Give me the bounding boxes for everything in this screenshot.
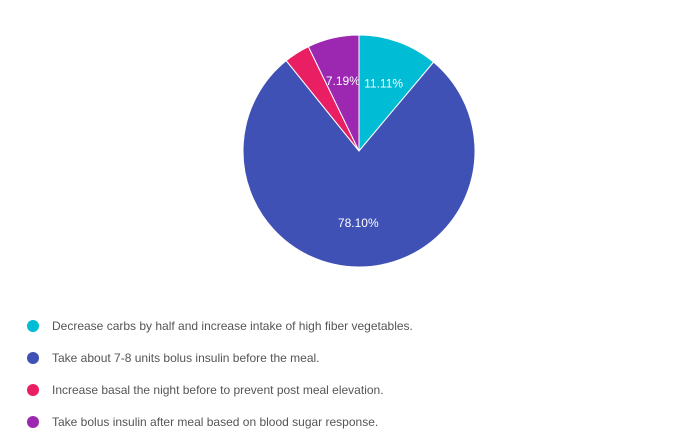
pie-svg: 11.11% 78.10% 7.19% [242, 34, 476, 268]
chart-legend: Decrease carbs by half and increase inta… [27, 310, 677, 438]
legend-item-4[interactable]: Take bolus insulin after meal based on b… [27, 406, 677, 438]
pie-slice-label-4: 7.19% [326, 74, 360, 88]
pie-slice-labels: 11.11% 78.10% 7.19% [326, 74, 404, 230]
legend-label: Increase basal the night before to preve… [52, 383, 384, 397]
pie-slice-2[interactable] [242, 59, 476, 268]
legend-marker-icon [27, 416, 39, 428]
pie-slice-label-1: 11.11% [364, 76, 403, 90]
pie-slice-1[interactable] [358, 34, 435, 153]
pie-slices [242, 34, 476, 268]
legend-item-2[interactable]: Take about 7-8 units bolus insulin befor… [27, 342, 677, 374]
legend-label: Take about 7-8 units bolus insulin befor… [52, 351, 320, 365]
legend-marker-icon [27, 320, 39, 332]
legend-marker-icon [27, 352, 39, 364]
legend-label: Decrease carbs by half and increase inta… [52, 319, 413, 333]
legend-item-3[interactable]: Increase basal the night before to preve… [27, 374, 677, 406]
pie-slice-label-2: 78.10% [338, 216, 379, 230]
legend-marker-icon [27, 384, 39, 396]
legend-item-1[interactable]: Decrease carbs by half and increase inta… [27, 310, 677, 342]
pie-slice-4[interactable] [307, 34, 360, 152]
legend-label: Take bolus insulin after meal based on b… [52, 415, 379, 429]
